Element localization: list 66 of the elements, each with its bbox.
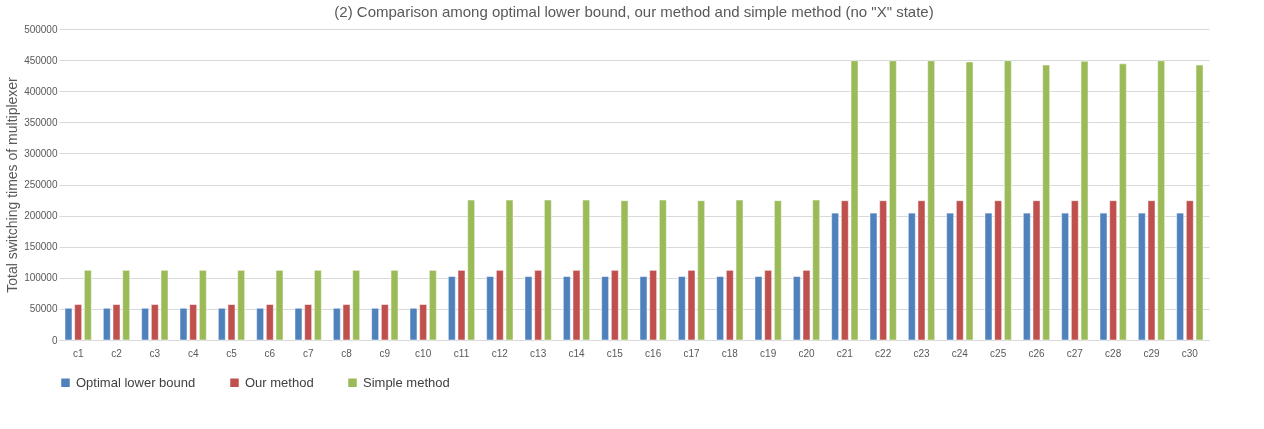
bar <box>1176 212 1184 341</box>
x-tick-label: c21 <box>836 347 854 359</box>
legend-label: Simple method <box>363 374 450 390</box>
bar <box>1119 63 1127 341</box>
bar <box>84 270 92 341</box>
bar <box>831 212 839 341</box>
x-tick-label: c2 <box>111 347 123 359</box>
bar <box>601 276 609 341</box>
x-tick-label: c5 <box>226 347 238 359</box>
x-tick-label: c13 <box>530 347 547 359</box>
x-tick-label: c12 <box>491 347 509 359</box>
bar <box>774 200 782 341</box>
x-tick-label: c28 <box>1105 347 1122 359</box>
bar <box>486 276 494 341</box>
x-tick-label: c4 <box>187 347 199 359</box>
x-tick-label: c15 <box>606 347 624 359</box>
bar <box>544 199 552 341</box>
bar <box>716 276 724 341</box>
y-tick-label: 400000 <box>24 85 58 97</box>
y-tick-label: 200000 <box>24 210 58 222</box>
x-tick-label: c22 <box>875 347 892 359</box>
bar <box>429 270 437 341</box>
bar <box>1061 212 1069 341</box>
y-axis-title: Total switching times of multiplexer <box>4 76 21 293</box>
bar <box>1004 60 1012 341</box>
y-tick-label: 150000 <box>24 241 58 253</box>
x-tick-label: c10 <box>415 347 432 359</box>
x-tick-label: c1 <box>72 347 84 359</box>
y-tick-label: 350000 <box>24 116 58 128</box>
x-tick-label: c30 <box>1181 347 1199 359</box>
x-tick-label: c6 <box>264 347 276 359</box>
x-tick-label: c16 <box>645 347 662 359</box>
bar <box>141 308 149 341</box>
y-tick-label: 100000 <box>24 272 58 284</box>
x-tick-label: c14 <box>568 347 585 359</box>
x-tick-label: c20 <box>798 347 815 359</box>
legend-label: Optimal lower bound <box>76 374 196 390</box>
x-tick-label: c7 <box>302 347 314 359</box>
x-tick-label: c9 <box>379 347 391 359</box>
y-tick-label: 300000 <box>24 147 58 159</box>
x-tick-label: c27 <box>1066 347 1084 359</box>
bar <box>659 199 667 341</box>
x-tick-label: c17 <box>683 347 700 359</box>
bar <box>256 308 264 341</box>
x-tick-label: c29 <box>1143 347 1160 359</box>
bar <box>314 270 322 341</box>
x-tick-label: c18 <box>721 347 739 359</box>
chart-title: (2) Comparison among optimal lower bound, our method and simple method (no "X" state) <box>334 3 934 20</box>
y-tick-label: 450000 <box>24 54 58 66</box>
y-tick-label: 500000 <box>24 23 58 35</box>
bar <box>199 270 207 341</box>
x-tick-label: c19 <box>760 347 777 359</box>
x-tick-label: c3 <box>149 347 161 359</box>
x-tick-label: c8 <box>341 347 353 359</box>
x-tick-label: c26 <box>1028 347 1045 359</box>
y-tick-label: 250000 <box>24 179 58 190</box>
bar <box>889 60 897 341</box>
bar <box>946 212 954 341</box>
x-tick-label: c23 <box>913 347 930 359</box>
bar <box>371 308 379 341</box>
legend-label: Our method <box>245 374 314 390</box>
y-tick-label: 0 <box>51 334 58 346</box>
x-tick-label: c25 <box>990 347 1007 359</box>
x-tick-label: c11 <box>453 347 470 359</box>
y-tick-label: 50000 <box>29 303 58 315</box>
x-tick-label: c24 <box>951 347 969 359</box>
